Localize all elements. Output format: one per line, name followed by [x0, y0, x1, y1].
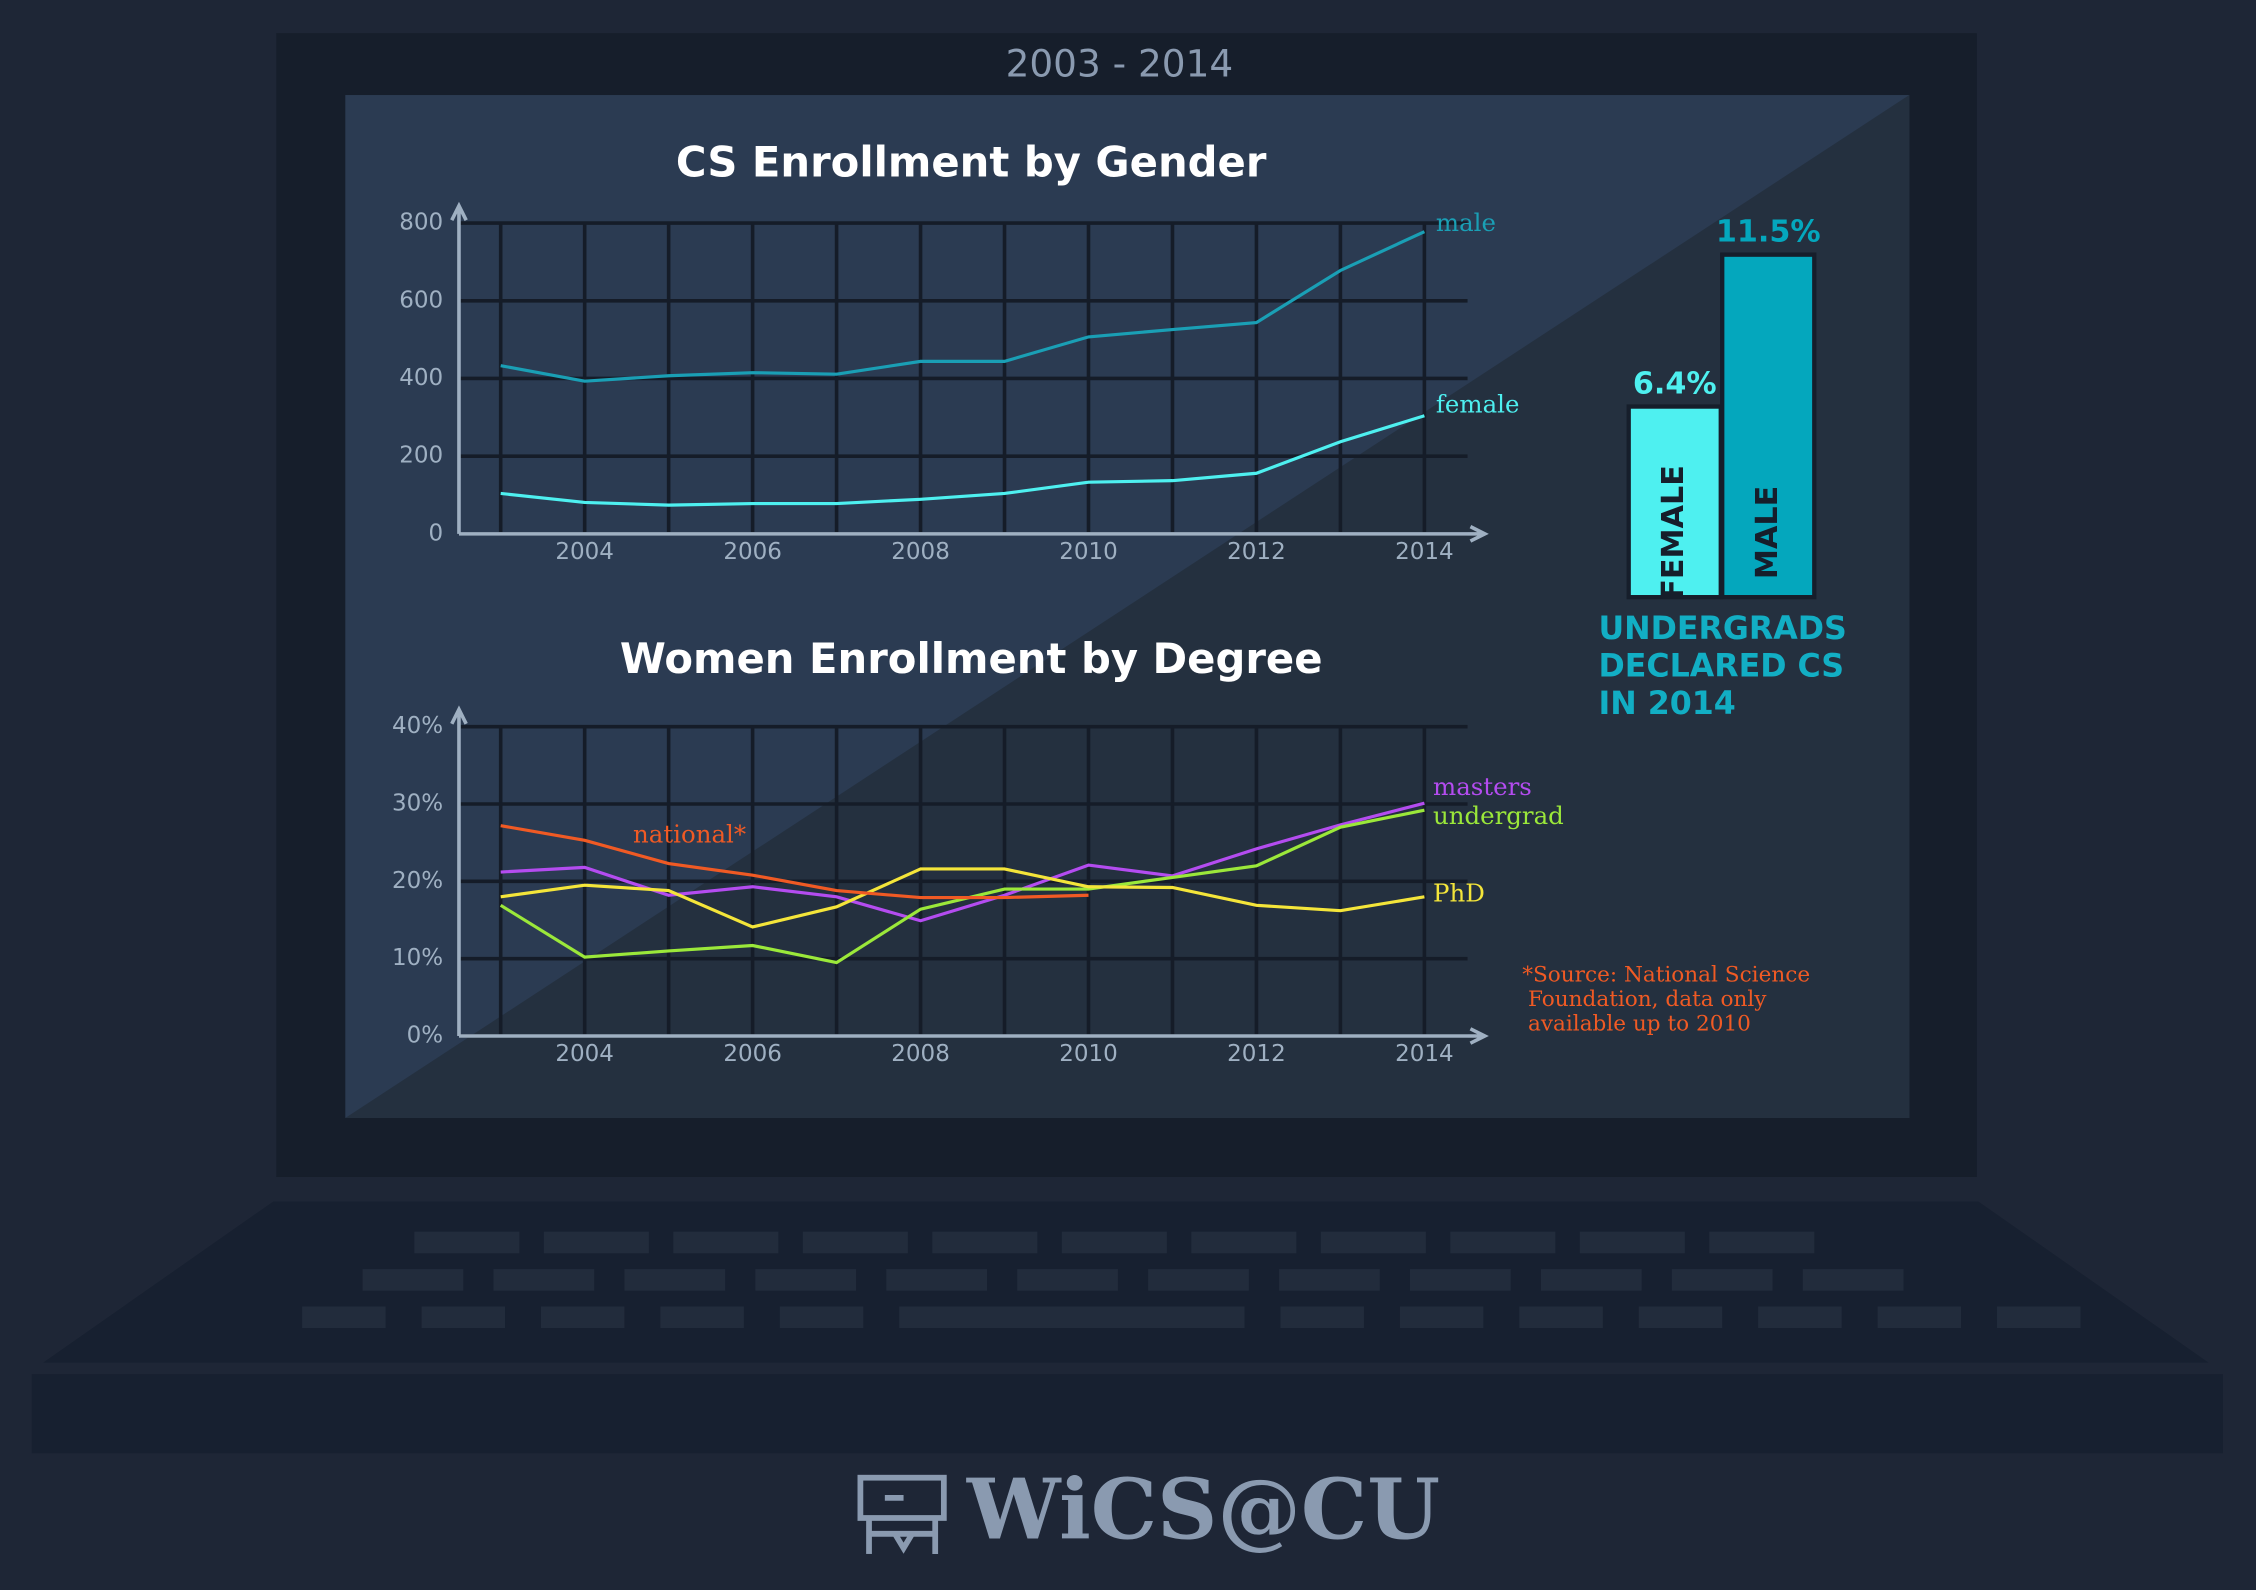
- y-tick-label: 0: [428, 520, 443, 546]
- annotation: Foundation, data only: [1528, 987, 1767, 1012]
- key: [1279, 1269, 1380, 1291]
- x-tick-label: 2012: [1227, 539, 1286, 565]
- x-tick-label: 2006: [723, 539, 782, 565]
- key: [673, 1231, 779, 1254]
- bar: [1720, 252, 1817, 600]
- series-line: [500, 414, 1425, 507]
- x-tick-label: 2008: [891, 1041, 950, 1067]
- key: [624, 1269, 726, 1291]
- bar-title: IN 2014: [1598, 686, 1735, 722]
- key: [1280, 1306, 1364, 1329]
- category-label: FEMALE: [1656, 465, 1691, 600]
- chart-title: CS Enrollment by Gender: [676, 138, 1267, 187]
- key: [1579, 1231, 1685, 1254]
- logo-text: WiCS@CU: [966, 1461, 1440, 1559]
- key: [802, 1231, 908, 1254]
- key: [1709, 1231, 1815, 1254]
- key: [899, 1306, 1245, 1329]
- series-label: masters: [1433, 772, 1532, 801]
- key: [493, 1269, 595, 1291]
- annotation: available up to 2010: [1528, 1011, 1751, 1036]
- key: [540, 1306, 625, 1329]
- key: [932, 1231, 1038, 1254]
- key: [1997, 1306, 2081, 1329]
- key: [779, 1306, 864, 1329]
- key: [1399, 1306, 1484, 1329]
- y-tick-label: 600: [399, 287, 443, 313]
- bar: [1626, 404, 1723, 600]
- key: [1410, 1269, 1511, 1291]
- logo-icon: [857, 1474, 947, 1554]
- key: [302, 1306, 386, 1329]
- key: [886, 1269, 987, 1291]
- bar-title: DECLARED CS: [1598, 649, 1844, 685]
- chart-title: Women Enrollment by Degree: [620, 634, 1323, 683]
- y-tick-label: 40%: [392, 713, 443, 739]
- y-tick-label: 400: [399, 365, 443, 391]
- y-tick-label: 20%: [392, 868, 443, 894]
- x-tick-label: 2004: [555, 1041, 614, 1067]
- key: [1450, 1231, 1556, 1254]
- axis: [450, 705, 468, 1036]
- axis: [450, 201, 468, 534]
- key: [1877, 1306, 1962, 1329]
- axis: [458, 1027, 1489, 1045]
- key: [1320, 1231, 1426, 1254]
- keys: [302, 1231, 2081, 1329]
- key: [1540, 1269, 1642, 1291]
- laptop-base: [31, 1374, 2223, 1454]
- x-tick-label: 2014: [1395, 539, 1454, 565]
- series-label: PhD: [1433, 878, 1485, 907]
- axis: [458, 525, 1489, 543]
- key: [1148, 1269, 1249, 1291]
- period: 2003 - 2014: [1006, 42, 1234, 86]
- key: [1017, 1269, 1118, 1291]
- key: [1191, 1231, 1297, 1254]
- x-tick-label: 2010: [1059, 1041, 1118, 1067]
- key: [1519, 1306, 1603, 1329]
- x-tick-label: 2010: [1059, 539, 1118, 565]
- key: [660, 1306, 744, 1329]
- y-tick-label: 800: [399, 210, 443, 236]
- series-label: female: [1436, 389, 1520, 418]
- series-label: national*: [633, 820, 746, 849]
- series-line: [500, 824, 1089, 900]
- bar-title: UNDERGRADS: [1598, 611, 1846, 647]
- x-tick-label: 2006: [723, 1041, 782, 1067]
- key: [414, 1231, 520, 1254]
- x-tick-label: 2012: [1227, 1041, 1286, 1067]
- series-line: [500, 867, 1425, 929]
- series-line: [500, 230, 1426, 383]
- key: [1671, 1269, 1773, 1291]
- category-label: MALE: [1750, 486, 1785, 579]
- annotation: *Source: National Science: [1522, 963, 1810, 988]
- key: [755, 1269, 857, 1291]
- key: [1758, 1306, 1842, 1329]
- x-tick-label: 2008: [891, 539, 950, 565]
- key: [1638, 1306, 1723, 1329]
- series-label: male: [1436, 208, 1496, 237]
- y-tick-label: 0%: [407, 1022, 444, 1048]
- key: [1061, 1231, 1167, 1254]
- y-tick-label: 10%: [392, 945, 443, 971]
- y-tick-label: 200: [399, 443, 443, 469]
- y-tick-label: 30%: [392, 790, 443, 816]
- key: [362, 1269, 464, 1291]
- series-label: undergrad: [1433, 801, 1564, 830]
- key: [421, 1306, 506, 1329]
- value-label: 11.5%: [1716, 215, 1821, 250]
- value-label: 6.4%: [1633, 366, 1717, 401]
- x-tick-label: 2004: [555, 539, 614, 565]
- x-tick-label: 2014: [1395, 1041, 1454, 1067]
- key: [1802, 1269, 1904, 1291]
- key: [543, 1231, 649, 1254]
